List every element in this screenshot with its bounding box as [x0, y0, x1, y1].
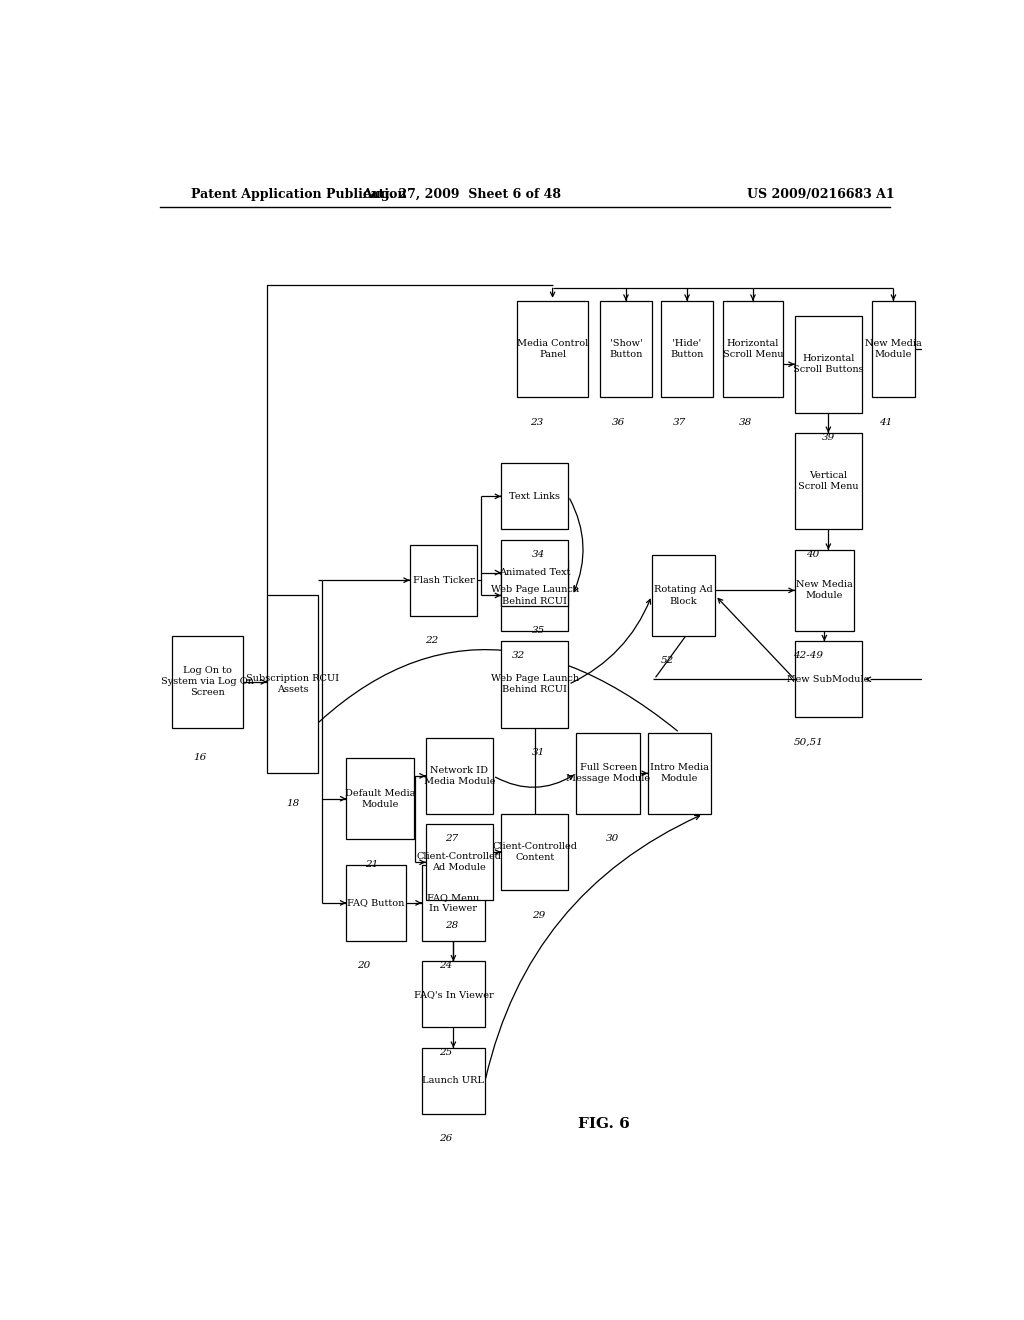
Bar [871, 301, 915, 397]
Bar [267, 595, 318, 774]
Text: 26: 26 [439, 1134, 452, 1143]
Bar [501, 463, 568, 529]
Text: Log On to
System via Log On
Screen: Log On to System via Log On Screen [161, 667, 254, 697]
Text: Flash Ticker: Flash Ticker [413, 576, 474, 585]
Bar [662, 301, 713, 397]
Text: 30: 30 [605, 834, 618, 843]
Text: Aug. 27, 2009  Sheet 6 of 48: Aug. 27, 2009 Sheet 6 of 48 [361, 189, 561, 202]
Text: Full Screen
Message Module: Full Screen Message Module [566, 763, 650, 783]
Bar [501, 814, 568, 890]
Bar [652, 554, 715, 636]
Bar [422, 961, 485, 1027]
Text: 29: 29 [532, 911, 546, 920]
Text: 20: 20 [357, 961, 371, 970]
Text: Animated Text: Animated Text [499, 568, 570, 577]
Text: Patent Application Publication: Patent Application Publication [191, 189, 407, 202]
Text: 34: 34 [532, 549, 546, 558]
Text: 18: 18 [286, 799, 299, 808]
Bar [410, 545, 477, 615]
Text: New Media
Module: New Media Module [796, 581, 853, 601]
Text: Rotating Ad
Block: Rotating Ad Block [654, 585, 713, 606]
Text: FAQ's In Viewer: FAQ's In Viewer [414, 990, 494, 999]
Text: 32: 32 [512, 651, 525, 660]
Bar [577, 733, 640, 814]
Text: Text Links: Text Links [509, 492, 560, 500]
Bar [723, 301, 782, 397]
Text: Intro Media
Module: Intro Media Module [650, 763, 709, 783]
Text: Web Page Launch
Behind RCUI: Web Page Launch Behind RCUI [490, 675, 579, 694]
Text: Launch URL: Launch URL [422, 1076, 484, 1085]
Bar [795, 549, 854, 631]
Text: 31: 31 [532, 748, 546, 756]
Bar [501, 560, 568, 631]
Text: Default Media
Module: Default Media Module [345, 788, 415, 809]
Text: Vertical
Scroll Menu: Vertical Scroll Menu [798, 471, 859, 491]
Text: 52: 52 [662, 656, 674, 665]
Bar [795, 315, 862, 412]
Text: Horizontal
Scroll Buttons: Horizontal Scroll Buttons [793, 354, 863, 375]
Text: 38: 38 [738, 417, 752, 426]
Text: 16: 16 [193, 752, 206, 762]
Bar [172, 636, 243, 727]
Bar [426, 738, 494, 814]
Text: Horizontal
Scroll Menu: Horizontal Scroll Menu [723, 339, 783, 359]
Bar [648, 733, 712, 814]
Text: 41: 41 [879, 417, 892, 426]
Text: 27: 27 [444, 834, 458, 843]
Bar [600, 301, 651, 397]
Bar [346, 758, 414, 840]
Text: Client-Controlled
Content: Client-Controlled Content [493, 842, 578, 862]
Bar [517, 301, 588, 397]
Bar [422, 865, 485, 941]
Text: FIG. 6: FIG. 6 [579, 1117, 630, 1131]
Text: 36: 36 [611, 417, 625, 426]
Text: 23: 23 [530, 417, 544, 426]
Text: Network ID
Media Module: Network ID Media Module [424, 766, 495, 785]
Text: FAQ Menu
In Viewer: FAQ Menu In Viewer [427, 892, 479, 913]
Bar [795, 642, 862, 718]
Text: FAQ Button: FAQ Button [347, 899, 404, 907]
Text: 35: 35 [532, 626, 546, 635]
Bar [501, 540, 568, 606]
Text: Subscription RCUI
Assets: Subscription RCUI Assets [246, 675, 339, 694]
Text: 'Show'
Button: 'Show' Button [609, 339, 643, 359]
Text: New Media
Module: New Media Module [865, 339, 922, 359]
Text: 50,51: 50,51 [794, 738, 823, 747]
Text: 37: 37 [673, 417, 686, 426]
Text: 28: 28 [444, 921, 458, 929]
Bar [346, 865, 406, 941]
Text: 39: 39 [821, 433, 835, 442]
Text: US 2009/0216683 A1: US 2009/0216683 A1 [748, 189, 895, 202]
Text: 22: 22 [425, 636, 438, 645]
Bar [426, 824, 494, 900]
Bar [501, 642, 568, 727]
Text: 21: 21 [366, 859, 379, 869]
Text: 40: 40 [806, 549, 819, 558]
Text: Web Page Launch
Behind RCUI: Web Page Launch Behind RCUI [490, 585, 579, 606]
Text: 24: 24 [439, 961, 452, 970]
Text: New SubModule: New SubModule [787, 675, 869, 684]
Bar [795, 433, 862, 529]
Text: 'Hide'
Button: 'Hide' Button [671, 339, 703, 359]
Text: 25: 25 [439, 1048, 452, 1057]
Text: 42-49: 42-49 [794, 651, 823, 660]
Text: Client-Controlled
Ad Module: Client-Controlled Ad Module [417, 853, 502, 873]
Bar [422, 1048, 485, 1114]
Text: Media Control
Panel: Media Control Panel [517, 339, 588, 359]
